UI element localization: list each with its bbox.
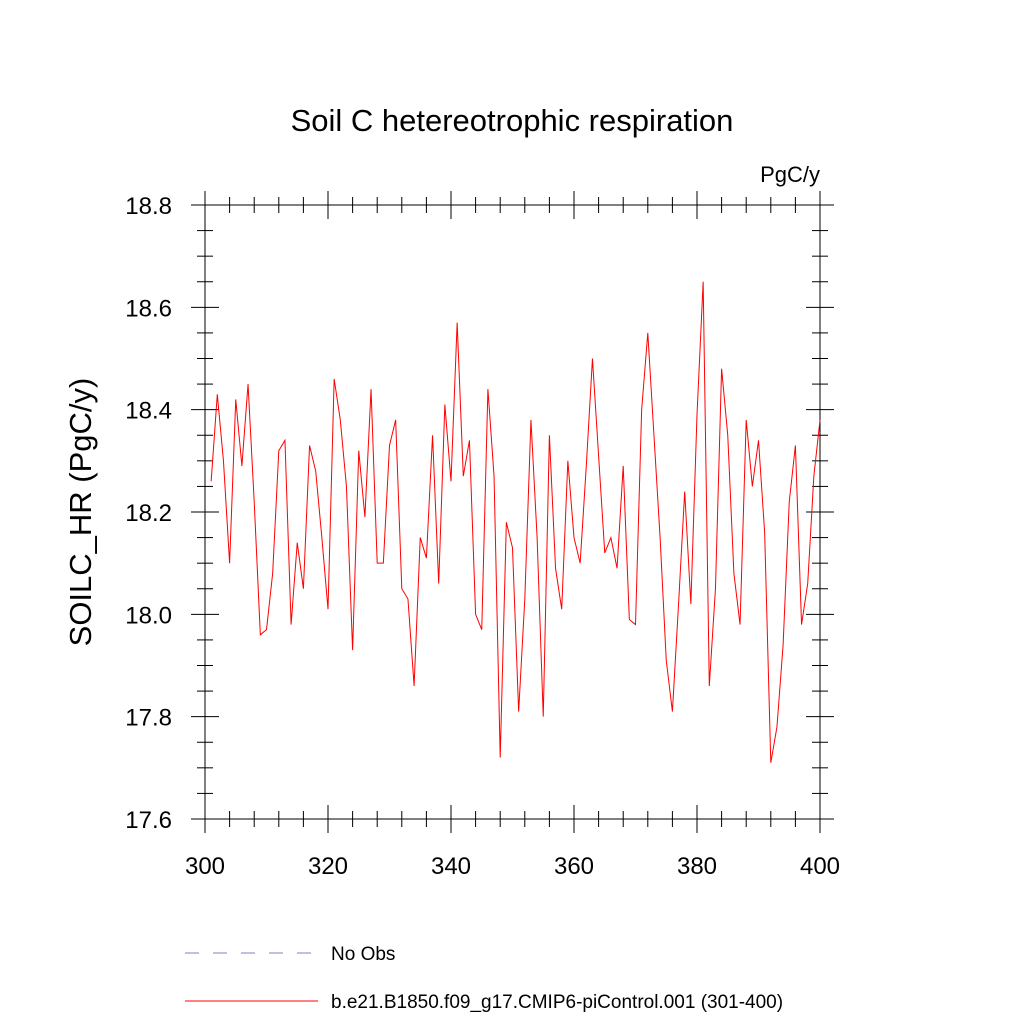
x-tick-label: 320 <box>308 853 348 880</box>
x-tick-label: 360 <box>554 853 594 880</box>
legend: No Obs b.e21.B1850.f09_g17.CMIP6-piContr… <box>185 944 783 1013</box>
series-lines <box>210 281 821 763</box>
y-tick-label: 18.0 <box>125 602 172 629</box>
x-tick-label: 400 <box>800 853 840 880</box>
series-line-1 <box>210 281 821 763</box>
legend-label-no-obs: No Obs <box>331 944 395 965</box>
y-tick-labels: 17.6 17.8 18.0 18.2 18.4 18.6 18.8 <box>125 193 172 834</box>
y-tick-label: 18.2 <box>125 500 172 527</box>
y-tick-label: 18.6 <box>125 295 172 322</box>
major-ticks <box>191 191 834 833</box>
chart-title: Soil C hetereotrophic respiration <box>291 103 734 138</box>
y-tick-label: 17.8 <box>125 705 172 732</box>
x-tick-label: 380 <box>677 853 717 880</box>
x-tick-label: 340 <box>431 853 471 880</box>
y-tick-label: 18.4 <box>125 398 172 425</box>
legend-label-picontrol: b.e21.B1850.f09_g17.CMIP6-piControl.001 … <box>331 992 783 1013</box>
y-axis-title: SOILC_HR (PgC/y) <box>63 378 98 647</box>
x-tick-label: 300 <box>185 853 225 880</box>
y-tick-label: 18.8 <box>125 193 172 220</box>
minor-ticks <box>197 197 828 827</box>
plot-frame <box>204 204 821 820</box>
units-label: PgC/y <box>760 162 820 187</box>
y-tick-label: 17.6 <box>125 807 172 834</box>
x-tick-labels: 300 320 340 360 380 400 <box>185 853 840 880</box>
